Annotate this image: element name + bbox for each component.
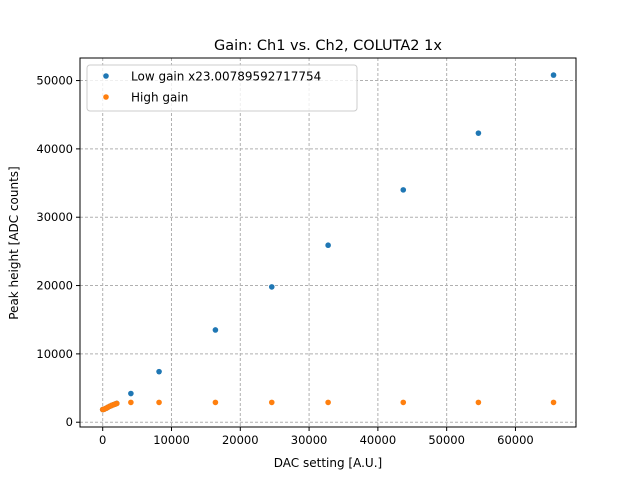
low-gain-point: [325, 242, 331, 249]
high-gain-point: [268, 399, 275, 406]
x-tick-label: 40000: [360, 433, 397, 447]
high-gain-point: [212, 399, 219, 406]
low-gain-point: [128, 390, 134, 397]
high-gain-point: [475, 399, 482, 406]
low-gain-point: [550, 72, 557, 78]
low-gain-point: [475, 130, 482, 136]
x-tick-label: 60000: [497, 433, 534, 447]
low-gain-point: [156, 368, 162, 375]
legend-marker-high-gain: [103, 94, 109, 100]
high-gain-point: [113, 400, 120, 407]
x-tick-label: 0: [99, 433, 106, 447]
high-gain-point: [400, 399, 407, 406]
y-tick-label: 30000: [36, 210, 73, 224]
x-tick-label: 20000: [222, 433, 259, 447]
legend-label-high-gain: High gain: [131, 91, 188, 105]
x-tick-label: 30000: [291, 433, 328, 447]
legend: Low gain x23.00789592717754 High gain: [86, 64, 358, 112]
high-gain-point: [128, 399, 134, 406]
plot-frame: [79, 57, 577, 428]
x-axis-label: DAC setting [A.U.]: [274, 456, 382, 470]
high-gain-point: [550, 399, 557, 406]
chart-title: Gain: Ch1 vs. Ch2, COLUTA2 1x: [214, 38, 442, 54]
axis-ticks: 0 10000 20000 30000 40000 50000 60000 0 10000 200…: [36, 74, 533, 447]
y-tick-label: 10000: [36, 347, 73, 361]
data-points: [99, 72, 557, 413]
low-gain-point: [400, 187, 407, 193]
low-gain-point: [268, 284, 275, 290]
high-gain-point: [156, 399, 162, 406]
x-tick-label: 50000: [428, 433, 465, 447]
legend-marker-low-gain: [103, 73, 109, 79]
high-gain-point: [325, 399, 331, 406]
x-tick-label: 10000: [153, 433, 190, 447]
legend-label-low-gain: Low gain x23.00789592717754: [131, 70, 321, 84]
y-tick-label: 20000: [36, 279, 73, 293]
low-gain-point: [212, 327, 219, 333]
y-tick-label: 40000: [36, 142, 73, 156]
y-tick-label: 50000: [36, 74, 73, 88]
y-axis-label: Peak height [ADC counts]: [7, 166, 21, 320]
y-tick-label: 0: [66, 415, 73, 429]
